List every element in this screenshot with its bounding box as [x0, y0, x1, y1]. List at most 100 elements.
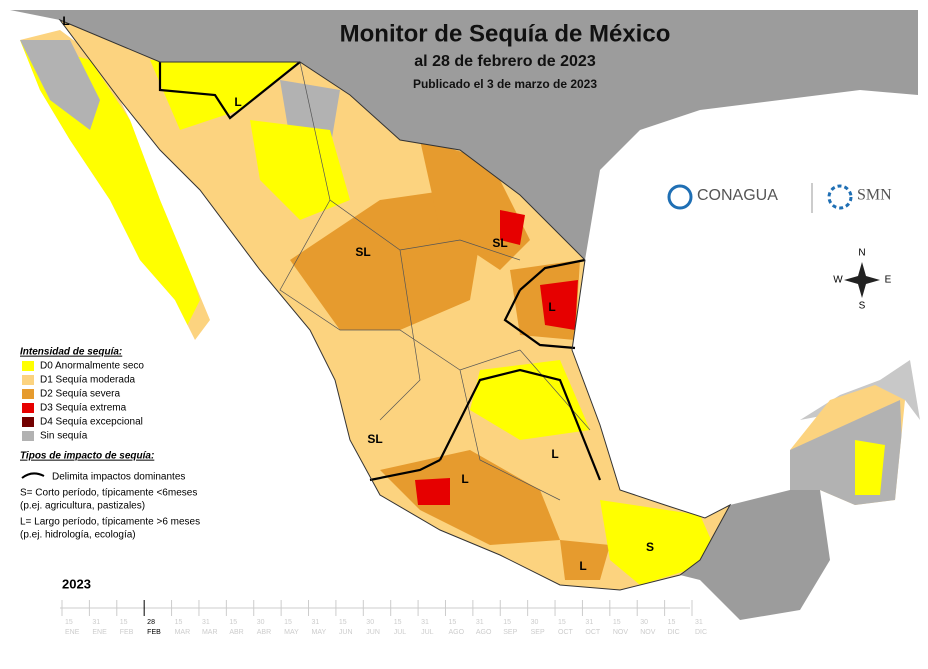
impact-note: L= Largo período, típicamente >6 meses — [20, 517, 200, 528]
map-label: SL — [492, 236, 507, 250]
legend-swatch — [22, 417, 34, 427]
timeline-month: AGO — [448, 629, 464, 636]
timeline-month: ABR — [257, 629, 271, 636]
legend-label: Sin sequía — [40, 431, 88, 442]
d0-area — [855, 440, 885, 495]
legend-swatch — [22, 375, 34, 385]
timeline-month: FEB — [147, 629, 161, 636]
d2-area — [290, 190, 480, 330]
state-borders — [279, 61, 591, 501]
compass-rose — [844, 262, 880, 298]
impact-note: S= Corto período, típicamente <6meses — [20, 488, 197, 499]
impact-title: Tipos de impacto de sequía: — [20, 451, 154, 462]
d2-area — [380, 450, 560, 545]
legend: D0 Anormalmente seco D1 Sequía moderada D2… — [22, 361, 144, 442]
timeline-month: JUN — [366, 629, 380, 636]
map-label: L — [234, 95, 241, 109]
timeline-day: 15 — [284, 619, 292, 626]
timeline-year: 2023 — [62, 576, 91, 591]
impact-notes: S= Corto período, típicamente <6meses (p.… — [20, 488, 200, 541]
legend-label: D0 Anormalmente seco — [40, 361, 144, 372]
impact-note: (p.ej. hidrología, ecología) — [20, 530, 136, 541]
timeline-day: 15 — [229, 619, 237, 626]
legend-label: D1 Sequía moderada — [40, 375, 136, 386]
conagua-icon — [667, 184, 693, 210]
timeline-month: SEP — [503, 629, 517, 636]
timeline-month: SEP — [531, 629, 545, 636]
compass-e: E — [885, 275, 892, 286]
d0-area — [20, 40, 200, 340]
timeline-day: 31 — [421, 619, 429, 626]
conagua-logo: CONAGUA — [697, 187, 778, 204]
timeline-month: MAY — [312, 629, 327, 636]
d0-area — [600, 500, 720, 585]
map-title: Monitor de Sequía de México — [340, 20, 671, 47]
d0-area — [250, 120, 350, 220]
timeline-month: MAR — [175, 629, 191, 636]
timeline-month: JUL — [394, 629, 407, 636]
timeline-month: OCT — [558, 629, 574, 636]
timeline-day: 31 — [312, 619, 320, 626]
timeline-month: DIC — [695, 629, 707, 636]
smn-logo: SMN — [857, 187, 892, 204]
map-label: L — [579, 559, 586, 573]
timeline-day: 15 — [65, 619, 73, 626]
legend-label: D4 Sequía excepcional — [40, 417, 143, 428]
legend-swatch — [22, 389, 34, 399]
d3-area — [415, 478, 450, 505]
timeline-day: 30 — [531, 619, 539, 626]
map-date: al 28 de febrero de 2023 — [414, 53, 596, 70]
timeline-month: ENE — [92, 629, 107, 636]
legend-label: D3 Sequía extrema — [40, 403, 127, 414]
timeline-month: ENE — [65, 629, 80, 636]
timeline-day: 15 — [339, 619, 347, 626]
timeline-day: 15 — [668, 619, 676, 626]
timeline-month: ABR — [229, 629, 243, 636]
d2-area — [560, 540, 610, 580]
timeline-month: MAY — [284, 629, 299, 636]
legend-swatch — [22, 431, 34, 441]
timeline-day: 15 — [613, 619, 621, 626]
legend-swatch — [22, 361, 34, 371]
timeline-day: 28 — [147, 619, 155, 626]
mexico-outline — [58, 18, 732, 591]
map-label: SL — [367, 432, 382, 446]
timeline-day: 31 — [585, 619, 593, 626]
timeline-day: 31 — [695, 619, 703, 626]
published-date: Publicado el 3 de marzo de 2023 — [413, 77, 597, 91]
compass-s: S — [859, 301, 866, 312]
compass-n: N — [858, 248, 865, 259]
timeline-day: 15 — [120, 619, 128, 626]
timeline-day: 31 — [476, 619, 484, 626]
timeline-day: 15 — [558, 619, 566, 626]
timeline-month: FEB — [120, 629, 134, 636]
usa-land — [10, 10, 918, 260]
timeline-month: OCT — [585, 629, 601, 636]
timeline-month: DIC — [668, 629, 680, 636]
timeline-month: AGO — [476, 629, 492, 636]
timeline-day: 31 — [202, 619, 210, 626]
d0-area — [150, 60, 300, 130]
map-label: L — [551, 447, 558, 461]
none-area — [20, 40, 100, 130]
map-label: L — [62, 14, 69, 28]
timeline-day: 30 — [366, 619, 374, 626]
timeline-month: JUL — [421, 629, 434, 636]
timeline-day: 30 — [257, 619, 265, 626]
map-label: L — [461, 472, 468, 486]
d3-area — [500, 210, 525, 245]
timeline-day: 15 — [503, 619, 511, 626]
timeline-month: JUN — [339, 629, 353, 636]
impact-lines — [158, 61, 602, 482]
map-label: SL — [355, 245, 370, 259]
map-label: L — [548, 300, 555, 314]
timeline-day: 15 — [448, 619, 456, 626]
timeline-day: 31 — [92, 619, 100, 626]
d3-area — [540, 280, 578, 330]
legend-title: Intensidad de sequía: — [20, 347, 122, 358]
smn-icon — [827, 184, 853, 210]
map-labels: L L SL SL SL L L L L S — [62, 14, 654, 573]
impact-note: (p.ej. agricultura, pastizales) — [20, 501, 145, 512]
timeline-day: 30 — [640, 619, 648, 626]
